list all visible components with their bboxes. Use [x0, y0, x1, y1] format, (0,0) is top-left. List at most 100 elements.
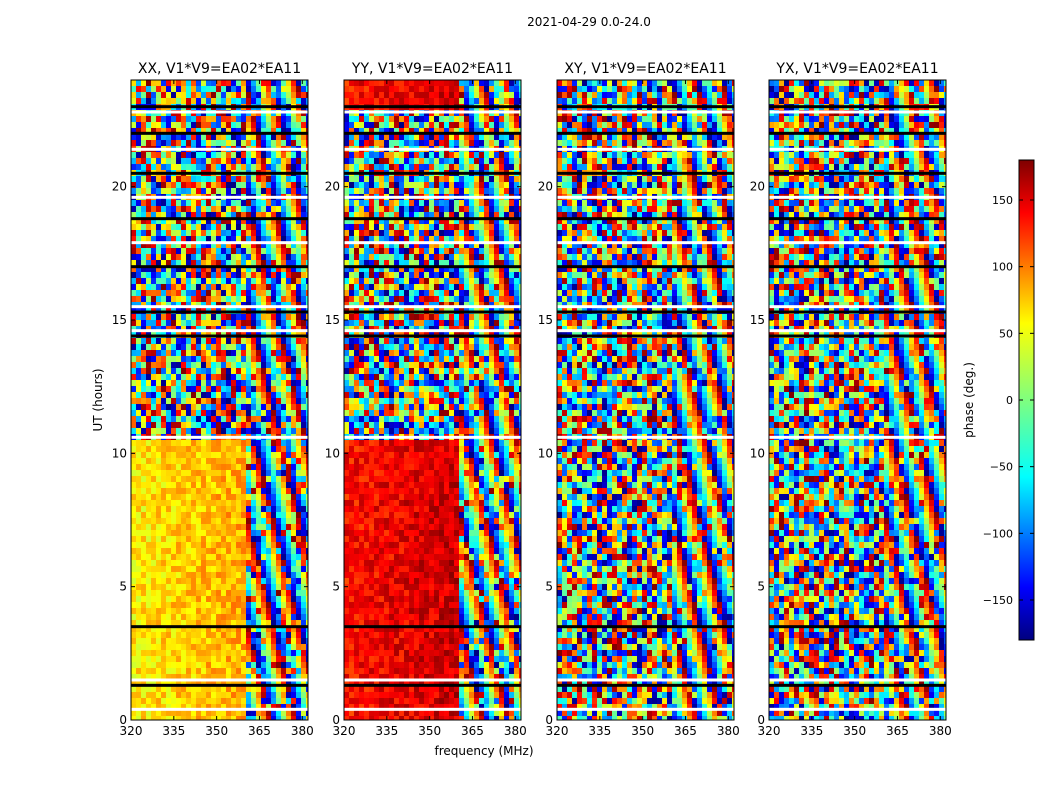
heatmap-cell	[504, 242, 509, 248]
heatmap-cell	[146, 326, 151, 332]
heatmap-cell	[161, 290, 166, 296]
heatmap-cell	[181, 548, 186, 554]
heatmap-cell	[444, 188, 449, 194]
heatmap-cell	[296, 410, 301, 416]
heatmap-cell	[131, 122, 136, 128]
heatmap-cell	[156, 542, 161, 548]
heatmap-cell	[196, 212, 201, 218]
heatmap-cell	[271, 134, 276, 140]
heatmap-cell	[454, 242, 459, 248]
heatmap-cell	[271, 632, 276, 638]
heatmap-cell	[291, 494, 296, 500]
heatmap-cell	[231, 572, 236, 578]
heatmap-cell	[161, 314, 166, 320]
heatmap-cell	[266, 602, 271, 608]
heatmap-cell	[216, 446, 221, 452]
heatmap-cell	[276, 224, 281, 230]
heatmap-cell	[344, 116, 349, 122]
heatmap-cell	[146, 206, 151, 212]
heatmap-cell	[231, 314, 236, 320]
heatmap-cell	[236, 614, 241, 620]
heatmap-cell	[261, 482, 266, 488]
heatmap-cell	[301, 356, 306, 362]
heatmap-cell	[276, 302, 281, 308]
heatmap-cell	[369, 212, 374, 218]
heatmap-cell	[141, 680, 146, 686]
heatmap-cell	[364, 80, 369, 86]
heatmap-cell	[291, 596, 296, 602]
heatmap-cell	[256, 578, 261, 584]
heatmap-cell	[206, 134, 211, 140]
heatmap-cell	[131, 218, 136, 224]
heatmap-cell	[211, 578, 216, 584]
heatmap-cell	[191, 674, 196, 680]
heatmap-cell	[256, 80, 261, 86]
heatmap-cell	[489, 92, 494, 98]
heatmap-cell	[161, 392, 166, 398]
heatmap-cell	[434, 206, 439, 212]
heatmap-cell	[161, 536, 166, 542]
heatmap-cell	[271, 356, 276, 362]
heatmap-cell	[181, 140, 186, 146]
heatmap-cell	[484, 212, 489, 218]
heatmap-cell	[276, 362, 281, 368]
heatmap-cell	[286, 506, 291, 512]
heatmap-cell	[459, 242, 464, 248]
heatmap-cell	[454, 116, 459, 122]
heatmap-cell	[296, 710, 301, 716]
heatmap-cell	[499, 176, 504, 182]
heatmap-cell	[439, 242, 444, 248]
heatmap-cell	[246, 236, 251, 242]
heatmap-cell	[136, 272, 141, 278]
heatmap-cell	[166, 554, 171, 560]
heatmap-cell	[439, 254, 444, 260]
heatmap-cell	[389, 230, 394, 236]
heatmap-cell	[216, 116, 221, 122]
heatmap-cell	[226, 362, 231, 368]
heatmap-cell	[281, 710, 286, 716]
heatmap-cell	[221, 152, 226, 158]
heatmap-cell	[291, 158, 296, 164]
heatmap-cell	[499, 182, 504, 188]
heatmap-cell	[136, 638, 141, 644]
heatmap-cell	[201, 302, 206, 308]
heatmap-cell	[379, 242, 384, 248]
heatmap-cell	[141, 542, 146, 548]
heatmap-cell	[494, 122, 499, 128]
heatmap-cell	[141, 482, 146, 488]
heatmap-cell	[454, 158, 459, 164]
heatmap-cell	[469, 248, 474, 254]
heatmap-cell	[306, 368, 308, 374]
heatmap-cell	[251, 80, 256, 86]
heatmap-cell	[186, 314, 191, 320]
heatmap-cell	[454, 230, 459, 236]
heatmap-cell	[306, 710, 308, 716]
heatmap-cell	[136, 224, 141, 230]
heatmap-cell	[171, 596, 176, 602]
heatmap-cell	[409, 254, 414, 260]
heatmap-cell	[301, 224, 306, 230]
heatmap-cell	[246, 452, 251, 458]
heatmap-cell	[296, 98, 301, 104]
heatmap-cell	[146, 452, 151, 458]
heatmap-cell	[276, 548, 281, 554]
heatmap-cell	[156, 458, 161, 464]
heatmap-cell	[131, 698, 136, 704]
heatmap-cell	[226, 644, 231, 650]
flag-gap	[131, 265, 308, 269]
heatmap-cell	[464, 254, 469, 260]
heatmap-cell	[369, 242, 374, 248]
heatmap-cell	[171, 326, 176, 332]
heatmap-cell	[136, 500, 141, 506]
heatmap-cell	[221, 158, 226, 164]
heatmap-cell	[266, 644, 271, 650]
heatmap-cell	[251, 638, 256, 644]
heatmap-cell	[449, 230, 454, 236]
heatmap-cell	[211, 590, 216, 596]
heatmap-cell	[296, 644, 301, 650]
heatmap-cell	[261, 692, 266, 698]
heatmap-cell	[166, 200, 171, 206]
heatmap-cell	[276, 80, 281, 86]
heatmap-cell	[206, 632, 211, 638]
heatmap-cell	[141, 506, 146, 512]
